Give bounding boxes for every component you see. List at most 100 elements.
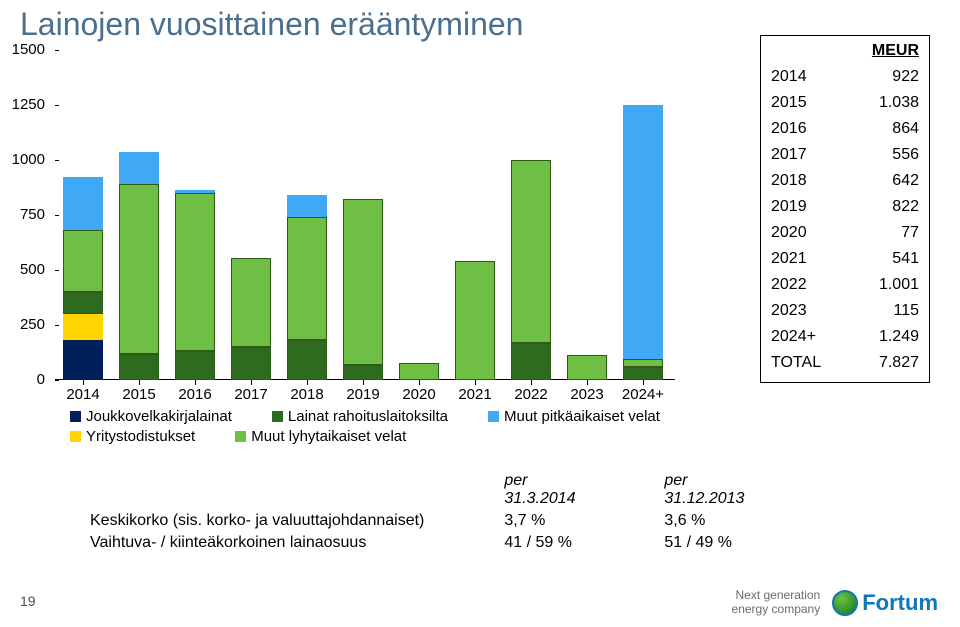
meur-year: 2015 [771, 94, 807, 112]
footer-table: per 31.3.2014 per 31.12.2013 Keskikorko … [90, 470, 910, 554]
legend-label: Muut lyhytaikaiset velat [251, 428, 406, 445]
meur-year: 2020 [771, 224, 807, 242]
footer-row1-v1: 3,7 % [424, 510, 584, 532]
meur-row: 20221.001 [771, 272, 919, 298]
meur-year: 2023 [771, 302, 807, 320]
meur-row: 2017 556 [771, 142, 919, 168]
fortum-logo: Fortum [832, 590, 938, 616]
footer-date-2: per 31.12.2013 [584, 470, 744, 510]
meur-title: MEUR [771, 42, 919, 60]
legend-swatch [70, 411, 81, 422]
meur-row: 2016 864 [771, 116, 919, 142]
bar-seg [175, 193, 215, 351]
bar-seg [287, 217, 327, 340]
bar-seg [63, 177, 103, 230]
meur-value: 1.038 [879, 94, 919, 112]
legend-label: Yritystodistukset [86, 428, 195, 445]
bar-seg [119, 354, 159, 380]
ytick-label: 250 [0, 316, 45, 333]
tagline: Next generation energy company [732, 589, 821, 617]
xtick-label: 2016 [178, 386, 211, 403]
logo-text: Fortum [862, 590, 938, 616]
logo-area: Next generation energy company Fortum [732, 589, 938, 617]
meur-value: 864 [892, 120, 919, 138]
meur-value: 541 [892, 250, 919, 268]
bar-2021 [455, 261, 495, 380]
bar-seg [623, 105, 663, 359]
bar-seg [511, 343, 551, 380]
ytick-label: 1000 [0, 151, 45, 168]
meur-row: 2019 822 [771, 194, 919, 220]
meur-row: 2015 1.038 [771, 90, 919, 116]
footer-date-1: per 31.3.2014 [424, 470, 584, 510]
bar-seg [399, 363, 439, 380]
bar-seg [231, 347, 271, 380]
meur-year: 2021 [771, 250, 807, 268]
bar-seg [343, 199, 383, 364]
meur-row: 2020 77 [771, 220, 919, 246]
meur-value: 77 [901, 224, 919, 242]
meur-row: 2018 642 [771, 168, 919, 194]
meur-value: 115 [893, 302, 919, 320]
meur-value: 922 [892, 68, 919, 86]
bar-2017 [231, 258, 271, 380]
meur-value: 1.249 [879, 328, 919, 346]
bar-seg [287, 195, 327, 217]
legend-item: Yritystodistukset [70, 428, 195, 445]
bar-seg [287, 340, 327, 380]
xtick-label: 2014 [66, 386, 99, 403]
ytick-label: 1250 [0, 96, 45, 113]
bar-seg [63, 230, 103, 292]
meur-total-row: TOTAL 7.827 [771, 350, 919, 376]
xtick-label: 2021 [458, 386, 491, 403]
bar-2024+ [623, 105, 663, 380]
xtick-label: 2018 [290, 386, 323, 403]
legend-item: Muut pitkäaikaiset velat [488, 408, 660, 425]
bar-seg [455, 261, 495, 380]
xtick-label: 2024+ [622, 386, 664, 403]
bar-2015 [119, 152, 159, 380]
legend-item: Lainat rahoituslaitoksilta [272, 408, 448, 425]
meur-value: 556 [892, 146, 919, 164]
bar-2014 [63, 177, 103, 380]
bar-2020 [399, 363, 439, 380]
legend-swatch [488, 411, 499, 422]
bar-seg [63, 292, 103, 314]
meur-total-label: TOTAL [771, 354, 821, 372]
bar-seg [63, 314, 103, 340]
bar-seg [119, 184, 159, 353]
tagline-l2: energy company [732, 602, 821, 616]
meur-value: 822 [892, 198, 919, 216]
tagline-l1: Next generation [736, 588, 821, 602]
meur-year: 2018 [771, 172, 807, 190]
footer-row2-v2: 51 / 49 % [584, 532, 744, 554]
legend-item: Muut lyhytaikaiset velat [235, 428, 406, 445]
meur-value: 642 [892, 172, 919, 190]
footer-row2-label: Vaihtuva- / kiinteäkorkoinen lainaosuus [90, 532, 424, 554]
bar-seg [343, 365, 383, 380]
legend-label: Joukkovelkakirjalainat [86, 408, 232, 425]
slide-number: 19 [20, 593, 36, 609]
legend-swatch [235, 431, 246, 442]
meur-row: 2024+ 1.249 [771, 324, 919, 350]
meur-year: 2017 [771, 146, 807, 164]
footer-row1-v2: 3,6 % [584, 510, 744, 532]
xtick-label: 2023 [570, 386, 603, 403]
footer-row1-label: Keskikorko (sis. korko- ja valuuttajohda… [90, 510, 424, 532]
ytick-label: 500 [0, 261, 45, 278]
meur-table: MEUR 2014 922 2015 1.038 2016 864 2017 556 2018 6… [760, 35, 930, 383]
meur-year: 2019 [771, 198, 807, 216]
legend-swatch [272, 411, 283, 422]
meur-year: 2022 [771, 276, 807, 294]
meur-year: 2014 [771, 68, 807, 86]
meur-year: 2016 [771, 120, 807, 138]
bar-chart: 0250500750100012501500201420152016201720… [55, 50, 675, 410]
legend-label: Muut pitkäaikaiset velat [504, 408, 660, 425]
meur-year: 2024+ [771, 328, 816, 346]
xtick-label: 2019 [346, 386, 379, 403]
bar-2016 [175, 190, 215, 380]
ytick-label: 0 [0, 371, 45, 388]
slide-title: Lainojen vuosittainen erääntyminen [20, 6, 523, 43]
footer-row2-v1: 41 / 59 % [424, 532, 584, 554]
bar-2023 [567, 355, 607, 380]
